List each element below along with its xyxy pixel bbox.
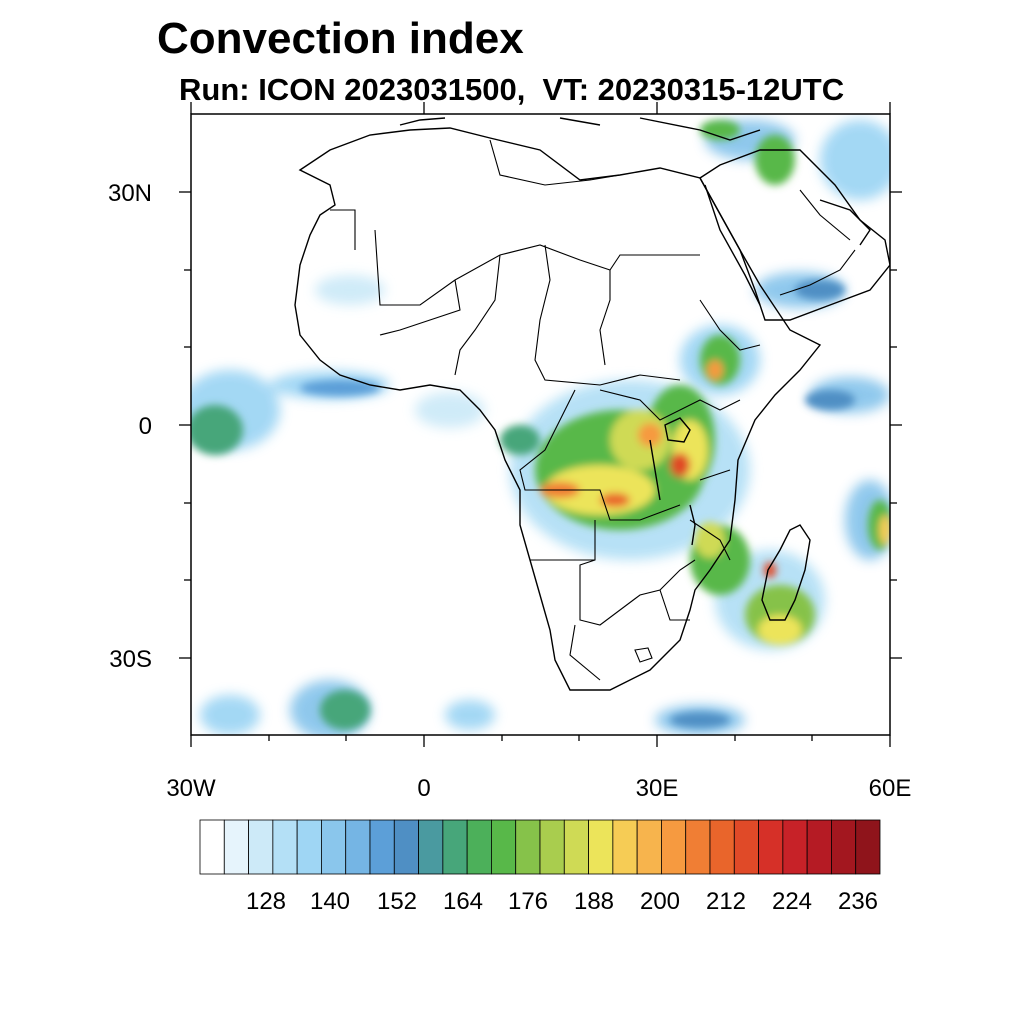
lon-label-0: 0: [417, 775, 431, 802]
colorbar-swatch: [563, 819, 589, 875]
colorbar-swatch: [685, 819, 711, 875]
convection-field: [191, 120, 890, 735]
colorbar-swatch: [442, 819, 468, 875]
colorbar-swatch: [636, 819, 662, 875]
colorbar-label: 152: [376, 888, 418, 915]
colorbar-swatch: [223, 819, 249, 875]
colorbar-swatch: [296, 819, 322, 875]
lon-label-60e: 60E: [868, 775, 912, 802]
colorbar-swatch: [733, 819, 759, 875]
colorbar-swatch: [758, 819, 784, 875]
colorbar-swatch: [612, 819, 638, 875]
lon-label-30e: 30E: [635, 775, 679, 802]
colorbar-swatch: [248, 819, 274, 875]
colorbar-label: 212: [705, 888, 747, 915]
colorbar-swatch: [199, 819, 225, 875]
colorbar-swatch: [709, 819, 735, 875]
colorbar-swatch: [491, 819, 517, 875]
colorbar-swatch: [515, 819, 541, 875]
colorbar-swatch: [782, 819, 808, 875]
lat-label-30s: 30S: [109, 646, 152, 673]
colorbar-label: 140: [309, 888, 351, 915]
colorbar-label: 224: [771, 888, 813, 915]
lat-label-0: 0: [138, 413, 152, 440]
colorbar-swatch: [588, 819, 614, 875]
colorbar-label: 200: [639, 888, 681, 915]
colorbar-label: 236: [837, 888, 879, 915]
colorbar-swatch: [806, 819, 832, 875]
colorbar-label: 128: [245, 888, 287, 915]
colorbar-swatch: [369, 819, 395, 875]
lon-label-30w: 30W: [166, 775, 216, 802]
colorbar-label: 176: [507, 888, 549, 915]
colorbar-swatch: [539, 819, 565, 875]
country-borders: [330, 139, 856, 681]
colorbar-swatch: [393, 819, 419, 875]
colorbar-label: 188: [573, 888, 615, 915]
axis-ticks: [179, 102, 902, 747]
colorbar-swatch: [466, 819, 492, 875]
colorbar-swatch: [831, 819, 857, 875]
colorbar-swatch: [855, 819, 881, 875]
colorbar-swatch: [345, 819, 371, 875]
map-title: Convection index: [157, 14, 524, 63]
colorbar-swatch: [272, 819, 298, 875]
map-subtitle: Run: ICON 2023031500, VT: 20230315-12UTC: [179, 72, 845, 107]
colorbar: [199, 819, 881, 875]
colorbar-swatch: [321, 819, 347, 875]
colorbar-swatch: [661, 819, 687, 875]
colorbar-label: 164: [442, 888, 484, 915]
coastlines: [294, 117, 890, 691]
lat-label-30n: 30N: [107, 180, 152, 207]
colorbar-swatch: [418, 819, 444, 875]
